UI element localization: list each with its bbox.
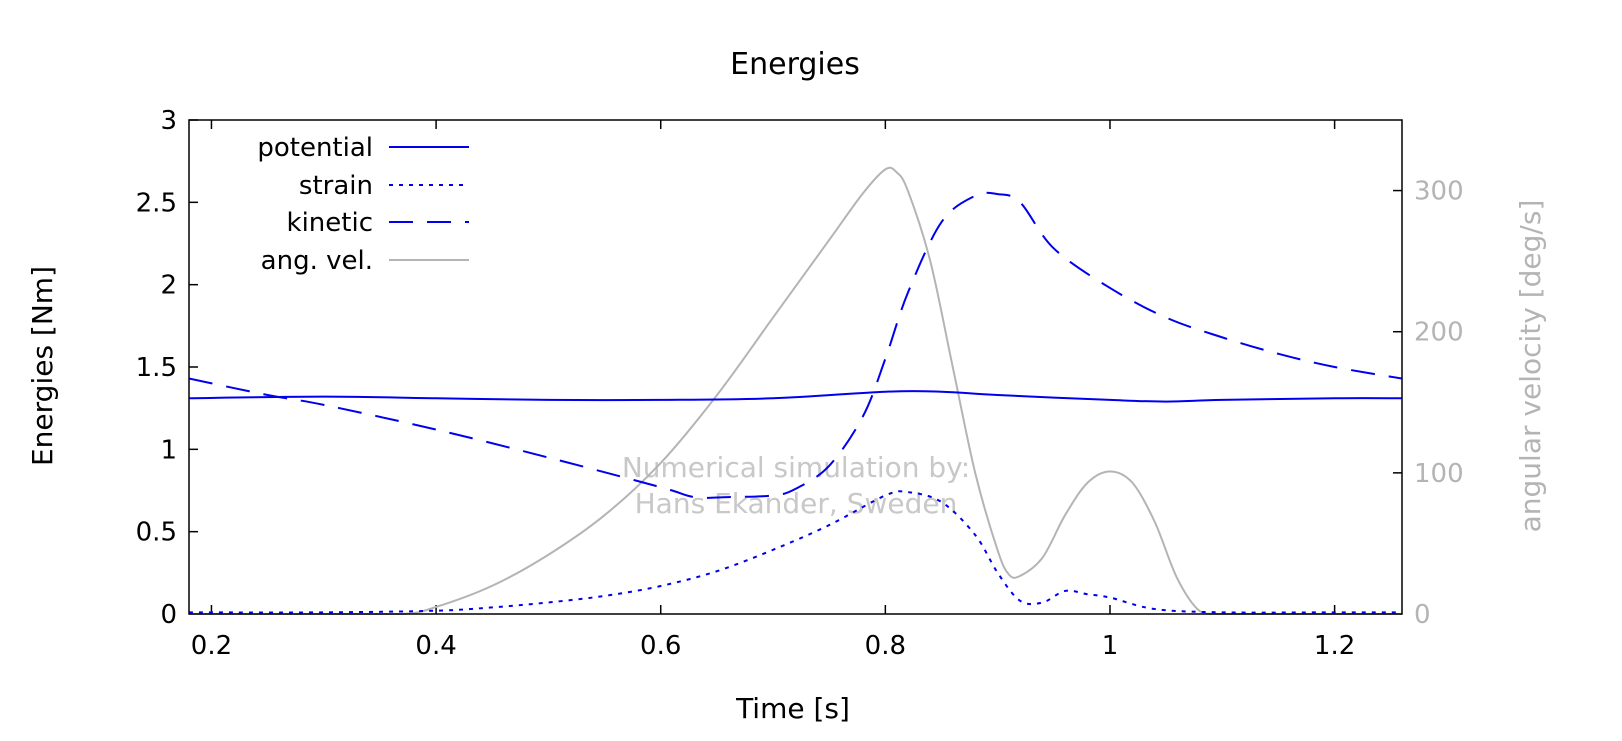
y-tick-label: 0 [160,600,177,630]
series-line-strain [188,490,1402,614]
legend-label-strain: strain [299,171,373,201]
legend-label-potential: potential [257,133,373,163]
watermark: Numerical simulation by: Hans Ekander, S… [622,451,970,520]
series-line-potential [188,390,1403,403]
y-tick-label: 1 [160,435,177,465]
y-tick-label: 1.5 [136,353,177,383]
x-tick-label: 0.8 [865,631,906,661]
data-series [188,166,1403,616]
x-tick-label: 1.2 [1314,631,1355,661]
y2-tick-label: 200 [1414,318,1464,348]
legend-label-kinetic: kinetic [287,208,373,238]
legend-label-ang-vel: ang. vel. [261,246,373,276]
x-axis-title: Time [s] [735,692,850,725]
x-tick-label: 0.6 [640,631,681,661]
y-tick-label: 0.5 [136,518,177,548]
chart-title: Energies [730,47,860,82]
x-tick-label: 0.4 [415,631,456,661]
legend: potential strain kinetic ang. vel. [257,133,469,276]
x-tick-label: 0.2 [191,631,232,661]
series-line-kinetic [188,191,1403,499]
y2-tick-label: 100 [1414,459,1464,489]
y2-axis-title: angular velocity [deg/s] [1514,200,1547,533]
series-line-ang-vel [188,166,1402,616]
x-tick-label: 1 [1102,631,1119,661]
y-tick-label: 3 [160,106,177,136]
y-axis-title: Energies [Nm] [26,266,59,466]
watermark-line-1: Numerical simulation by: [622,451,970,484]
plot-frame [188,119,1403,615]
y2-tick-label: 0 [1414,600,1431,630]
y2-tick-label: 300 [1414,177,1464,207]
y-tick-label: 2 [160,271,177,301]
y-tick-label: 2.5 [136,188,177,218]
watermark-line-2: Hans Ekander, Sweden [635,487,958,520]
axis-ticks: 0 0.5 1 1.5 2 2.5 3 0 100 200 300 0.2 0.4 0.6 0.8 1 1.2 [136,106,1464,661]
